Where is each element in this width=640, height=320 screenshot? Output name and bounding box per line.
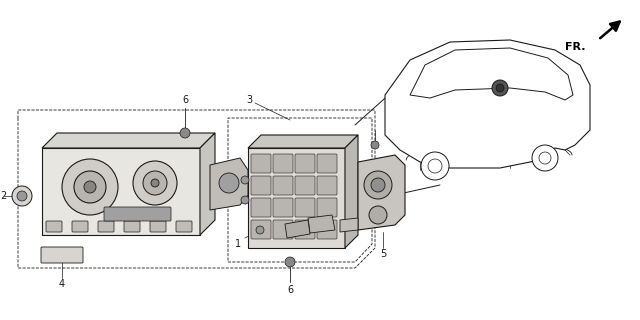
FancyBboxPatch shape	[273, 220, 293, 239]
Text: 6: 6	[182, 95, 188, 105]
FancyBboxPatch shape	[251, 198, 271, 217]
FancyBboxPatch shape	[295, 176, 315, 195]
Circle shape	[241, 176, 249, 184]
Circle shape	[180, 128, 190, 138]
FancyBboxPatch shape	[317, 198, 337, 217]
Text: 2: 2	[0, 191, 6, 201]
FancyBboxPatch shape	[317, 220, 337, 239]
FancyBboxPatch shape	[317, 176, 337, 195]
Text: 4: 4	[59, 279, 65, 289]
FancyBboxPatch shape	[273, 176, 293, 195]
Circle shape	[364, 171, 392, 199]
Circle shape	[371, 178, 385, 192]
Polygon shape	[42, 133, 215, 148]
Circle shape	[532, 145, 558, 171]
Circle shape	[496, 84, 504, 92]
Circle shape	[84, 181, 96, 193]
Polygon shape	[210, 158, 248, 210]
Polygon shape	[285, 220, 310, 238]
Circle shape	[12, 186, 32, 206]
Circle shape	[143, 171, 167, 195]
FancyBboxPatch shape	[251, 154, 271, 173]
Text: 1: 1	[219, 170, 225, 180]
Polygon shape	[248, 135, 358, 148]
Text: 1: 1	[219, 195, 225, 205]
Polygon shape	[385, 40, 590, 168]
Text: FR.: FR.	[564, 42, 585, 52]
Circle shape	[62, 159, 118, 215]
Text: 5: 5	[380, 249, 386, 259]
FancyBboxPatch shape	[150, 221, 166, 232]
Text: 3: 3	[246, 95, 252, 105]
Circle shape	[285, 257, 295, 267]
Circle shape	[256, 226, 264, 234]
Circle shape	[241, 196, 249, 204]
Text: 1: 1	[235, 239, 241, 249]
FancyBboxPatch shape	[104, 207, 171, 221]
Circle shape	[219, 173, 239, 193]
Polygon shape	[345, 135, 358, 248]
Circle shape	[17, 191, 27, 201]
FancyBboxPatch shape	[98, 221, 114, 232]
Circle shape	[492, 80, 508, 96]
FancyBboxPatch shape	[124, 221, 140, 232]
FancyBboxPatch shape	[317, 154, 337, 173]
FancyBboxPatch shape	[295, 198, 315, 217]
Polygon shape	[200, 133, 215, 235]
FancyBboxPatch shape	[46, 221, 62, 232]
FancyBboxPatch shape	[41, 247, 83, 263]
FancyBboxPatch shape	[251, 220, 271, 239]
FancyBboxPatch shape	[251, 176, 271, 195]
FancyBboxPatch shape	[295, 154, 315, 173]
Polygon shape	[340, 218, 358, 232]
Polygon shape	[42, 148, 200, 235]
Circle shape	[74, 171, 106, 203]
FancyBboxPatch shape	[273, 198, 293, 217]
FancyBboxPatch shape	[72, 221, 88, 232]
Circle shape	[369, 206, 387, 224]
Polygon shape	[358, 155, 405, 230]
Text: 6: 6	[287, 285, 293, 295]
Polygon shape	[308, 215, 335, 233]
FancyBboxPatch shape	[273, 154, 293, 173]
Circle shape	[151, 179, 159, 187]
Circle shape	[421, 152, 449, 180]
FancyBboxPatch shape	[176, 221, 192, 232]
Circle shape	[371, 141, 379, 149]
Polygon shape	[410, 48, 573, 100]
Polygon shape	[248, 148, 345, 248]
FancyBboxPatch shape	[295, 220, 315, 239]
Circle shape	[133, 161, 177, 205]
